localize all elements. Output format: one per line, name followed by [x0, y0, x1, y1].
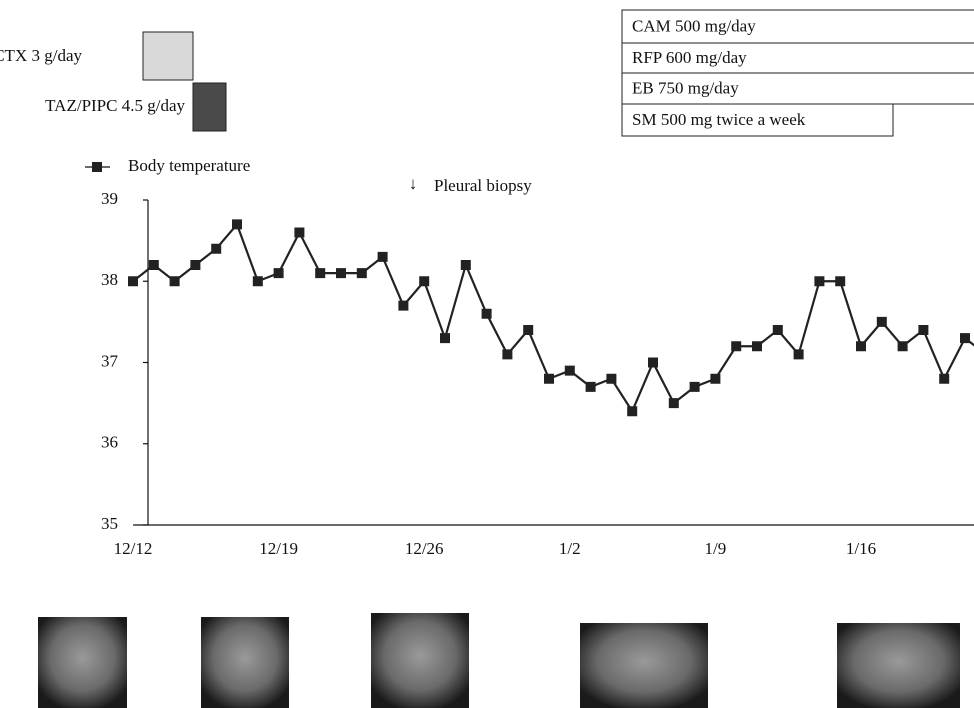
temperature-marker [835, 276, 845, 286]
legend-marker [92, 162, 102, 172]
medication-bar [193, 83, 226, 131]
temperature-marker [398, 301, 408, 311]
temperature-marker [731, 341, 741, 351]
x-tick-label: 12/19 [259, 539, 298, 558]
temperature-marker [294, 228, 304, 238]
temperature-marker [669, 398, 679, 408]
medication-bar [143, 32, 193, 80]
plot [128, 219, 974, 416]
temperature-marker [440, 333, 450, 343]
temperature-marker [586, 382, 596, 392]
temperature-marker [960, 333, 970, 343]
annotation: Pleural biopsy [434, 176, 532, 195]
y-tick-label: 35 [101, 514, 118, 533]
x-tick-label: 1/9 [705, 539, 727, 558]
x-tick-label: 1/2 [559, 539, 581, 558]
temperature-marker [544, 374, 554, 384]
temperature-marker [939, 374, 949, 384]
xray-images [38, 613, 960, 708]
temperature-marker [523, 325, 533, 335]
medication-label: TAZ/PIPC 4.5 g/day [45, 96, 185, 115]
temperature-marker [190, 260, 200, 270]
temperature-marker [710, 374, 720, 384]
temperature-marker [898, 341, 908, 351]
temperature-marker [794, 349, 804, 359]
xray-image [201, 617, 289, 708]
temperature-marker [128, 276, 138, 286]
y-tick-label: 38 [101, 270, 118, 289]
x-tick-label: 1/16 [846, 539, 876, 558]
xray-image [580, 623, 708, 708]
temperature-marker [856, 341, 866, 351]
temperature-marker [253, 276, 263, 286]
temperature-marker [419, 276, 429, 286]
temperature-marker [565, 366, 575, 376]
medication-label: SM 500 mg twice a week [632, 110, 806, 129]
temperature-marker [315, 268, 325, 278]
medication-label: RFP 600 mg/day [632, 48, 747, 67]
medication-label: EB 750 mg/day [632, 78, 739, 97]
temperature-marker [211, 244, 221, 254]
temperature-marker [690, 382, 700, 392]
x-tick-label: 12/26 [405, 539, 444, 558]
temperature-marker [648, 358, 658, 368]
xray-image [38, 617, 127, 708]
temperature-marker [336, 268, 346, 278]
temperature-marker [773, 325, 783, 335]
temperature-marker [482, 309, 492, 319]
xray-image [837, 623, 960, 708]
arrow: ↓ [409, 174, 418, 193]
temperature-marker [357, 268, 367, 278]
temperature-marker [752, 341, 762, 351]
temperature-marker [627, 406, 637, 416]
temperature-marker [877, 317, 887, 327]
temperature-marker [170, 276, 180, 286]
temperature-marker [378, 252, 388, 262]
temperature-marker [149, 260, 159, 270]
temperature-marker [814, 276, 824, 286]
temperature-marker [461, 260, 471, 270]
temperature-marker [502, 349, 512, 359]
medication-label: CAM 500 mg/day [632, 16, 756, 35]
legend-label: Body temperature [128, 156, 250, 175]
x-tick-label: 12/12 [114, 539, 153, 558]
y-tick-label: 39 [101, 189, 118, 208]
medication-label: CTX 3 g/day [0, 46, 82, 65]
xray-image [371, 613, 469, 708]
temperature-marker [232, 219, 242, 229]
y-tick-label: 37 [101, 351, 119, 370]
chart: Body temperature ↓ Pleural biopsy CTX 3 … [0, 0, 974, 708]
temperature-marker [606, 374, 616, 384]
temperature-marker [918, 325, 928, 335]
temperature-marker [274, 268, 284, 278]
y-tick-label: 36 [101, 433, 118, 452]
